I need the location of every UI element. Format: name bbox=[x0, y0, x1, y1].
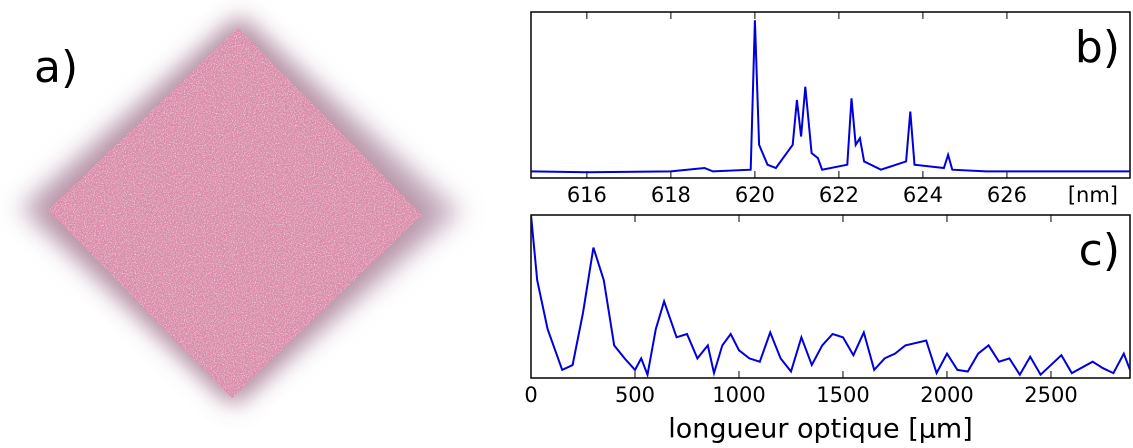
data-line bbox=[531, 20, 1130, 174]
x-tick-label: 620 bbox=[735, 183, 775, 207]
panel-label: a) bbox=[34, 42, 78, 93]
x-axis-label: longueur optique [µm] bbox=[668, 414, 973, 445]
x-tick-label: 1500 bbox=[816, 383, 869, 407]
x-tick-label: 500 bbox=[615, 383, 655, 407]
x-tick-label: 2500 bbox=[1024, 383, 1077, 407]
x-tick-label: 2000 bbox=[920, 383, 973, 407]
x-tick-label: 624 bbox=[903, 183, 943, 207]
x-tick-label: 622 bbox=[819, 183, 859, 207]
plot-frame bbox=[530, 214, 1131, 379]
data-line bbox=[531, 214, 1130, 378]
photo bbox=[18, 14, 462, 404]
x-tick-label: 0 bbox=[524, 383, 537, 407]
plot-frame bbox=[530, 11, 1131, 179]
x-tick-label: 1000 bbox=[712, 383, 765, 407]
x-tick-label: 626 bbox=[987, 183, 1027, 207]
x-tick-label: 618 bbox=[651, 183, 691, 207]
x-tick-label: 616 bbox=[567, 183, 607, 207]
panel-label: b) bbox=[1075, 22, 1120, 73]
photo-crystal bbox=[48, 28, 422, 398]
panel-label: c) bbox=[1079, 225, 1120, 276]
x-unit-label: [nm] bbox=[1068, 183, 1118, 207]
